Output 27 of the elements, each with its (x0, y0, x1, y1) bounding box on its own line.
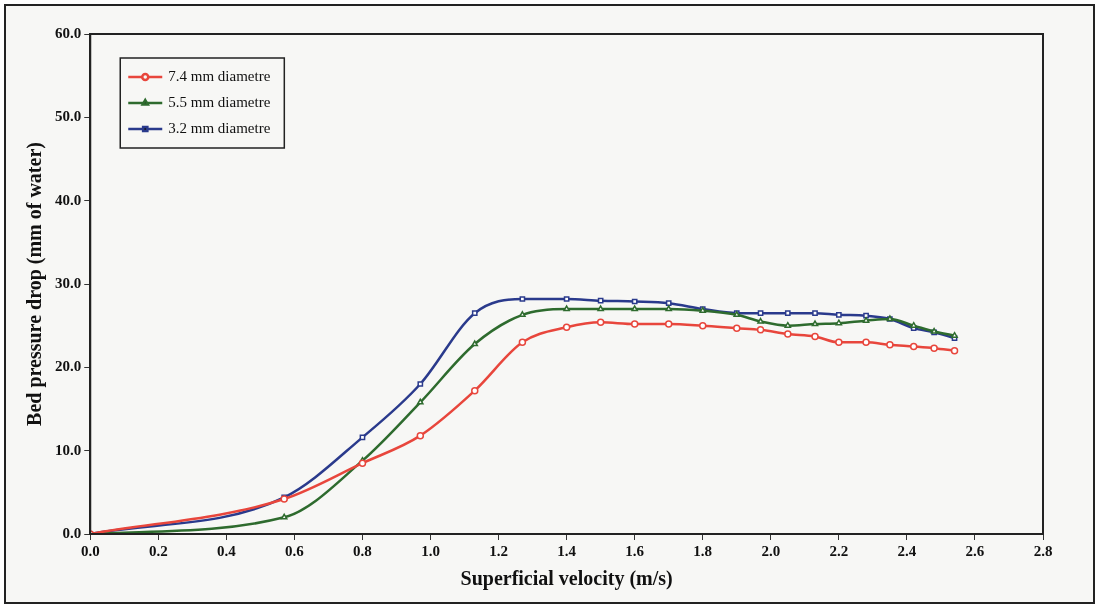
x-tick-label: 2.4 (897, 542, 917, 559)
x-tick-label: 0.0 (80, 542, 100, 559)
x-tick-label: 1.4 (557, 542, 577, 559)
x-tick-label: 1.6 (625, 542, 645, 559)
x-tick-label: 0.2 (148, 542, 168, 559)
x-tick-label: 1.8 (693, 542, 713, 559)
x-tick-label: 1.0 (421, 542, 440, 559)
y-tick-label: 30.0 (55, 274, 82, 291)
y-axis-title: Bed pressure drop (mm of water) (23, 142, 47, 426)
y-tick-label: 0.0 (62, 524, 82, 541)
x-axis-title: Superficial velocity (m/s) (460, 567, 673, 591)
legend-label: 5.5 mm diametre (168, 93, 271, 110)
x-tick-label: 1.2 (489, 542, 508, 559)
x-tick-label: 2.6 (965, 542, 985, 559)
x-tick-label: 2.8 (1033, 542, 1053, 559)
x-tick-label: 2.2 (829, 542, 849, 559)
x-tick-label: 0.6 (285, 542, 305, 559)
x-tick-label: 0.8 (353, 542, 372, 559)
x-tick-label: 0.4 (216, 542, 237, 559)
y-tick-label: 60.0 (55, 24, 82, 41)
x-tick-label: 2.0 (761, 542, 781, 559)
y-tick-label: 10.0 (55, 441, 82, 458)
legend-label: 7.4 mm diametre (168, 67, 271, 84)
legend-label: 3.2 mm diametre (168, 119, 271, 136)
y-tick-label: 50.0 (55, 108, 82, 125)
y-tick-label: 20.0 (55, 358, 82, 375)
y-tick-label: 40.0 (55, 191, 82, 208)
